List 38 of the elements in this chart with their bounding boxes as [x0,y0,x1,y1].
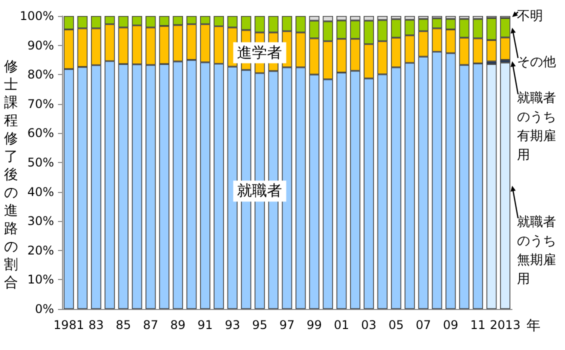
x-tick-label: 93 [224,318,240,332]
y-tick-label: 90% [27,38,54,52]
bar [500,62,510,309]
x-tick-label: 99 [306,318,322,332]
y-tick-label: 30% [27,214,54,228]
x-tick-label: 2013 [490,318,520,332]
x-axis-title: 年 [526,318,540,334]
text: 修士課程修了後の進路の割合 [4,59,18,291]
series-label: 就職者のうち無期雇用 [517,214,556,286]
x-tick-label: 97 [279,318,295,332]
y-tick-label: 0% [34,302,54,316]
series-label: 就職者 [237,182,282,200]
x-tick-label: 1981 [54,318,84,332]
series-label: その他 [517,54,556,69]
x-tick-label: 95 [252,318,268,332]
bar [486,64,497,309]
x-tick-label: 85 [116,318,132,332]
x-tick-label: 01 [334,318,350,332]
x-tick-label: 83 [88,318,104,332]
y-tick-label: 10% [27,272,54,287]
x-tick-label: 91 [198,318,213,332]
y-tick-label: 80% [27,68,54,82]
y-tick-label: 50% [27,156,54,170]
y-tick-label: 40% [27,184,54,199]
y-tick-label: 100% [20,9,54,23]
x-tick-label: 07 [416,318,432,332]
series-label: 不明 [517,8,543,23]
x-tick-label: 09 [442,318,458,332]
x-tick-label: 87 [142,318,158,332]
y-tick-label: 70% [27,96,54,111]
x-tick-label: 05 [388,318,404,332]
series-label: 進学者 [237,44,282,62]
x-tick-label: 89 [170,318,186,332]
x-tick-label: 11 [470,318,486,332]
x-tick-label: 03 [361,318,376,332]
text: 就職者のうち有期雇用 [517,90,556,162]
y-tick-label: 20% [27,243,54,258]
y-tick-label: 60% [27,126,54,140]
